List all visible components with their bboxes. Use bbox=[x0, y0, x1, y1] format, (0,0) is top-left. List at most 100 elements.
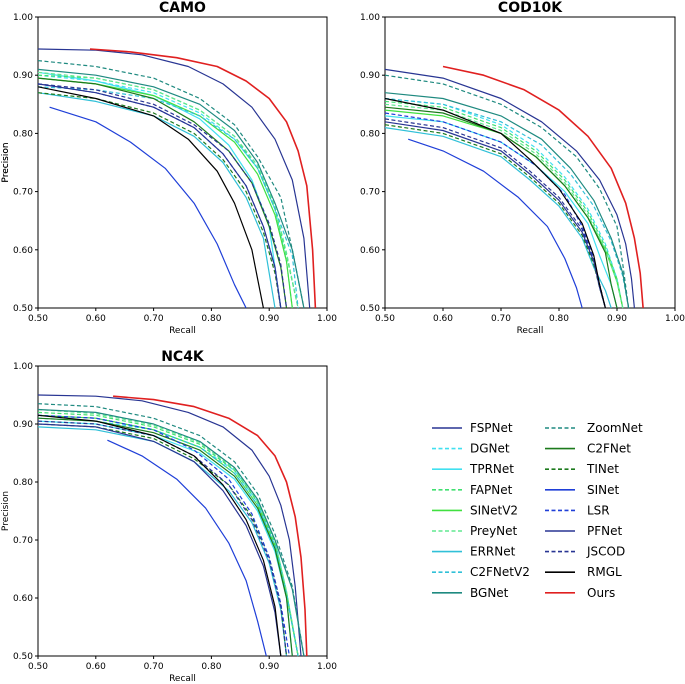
series-line-c2fnetv2 bbox=[384, 97, 630, 309]
series-line-fapnet bbox=[37, 74, 299, 309]
series-line-fapnet bbox=[384, 100, 624, 309]
plot-frame bbox=[37, 365, 328, 657]
x-tick-label: 1.00 bbox=[665, 314, 685, 324]
x-tick-label: 0.90 bbox=[259, 314, 279, 324]
legend-label: TPRNet bbox=[469, 462, 514, 476]
legend-item-rmgl: RMGL bbox=[545, 565, 622, 579]
y-axis-label: Precision bbox=[1, 491, 11, 531]
legend-label: ZoomNet bbox=[587, 421, 643, 435]
series-line-fspnet bbox=[37, 394, 302, 657]
legend-item-fspnet: FSPNet bbox=[432, 421, 513, 435]
legend-item-sinetv2: SINetV2 bbox=[432, 503, 518, 517]
y-tick-label: 1.00 bbox=[13, 362, 33, 372]
series-lines bbox=[384, 65, 644, 309]
legend-label: SINet bbox=[587, 483, 620, 497]
series-line-lsr bbox=[37, 414, 290, 657]
y-tick-label: 0.60 bbox=[13, 594, 33, 604]
legend-label: C2FNet bbox=[587, 442, 631, 456]
series-line-ours bbox=[113, 395, 308, 657]
legend-item-tprnet: TPRNet bbox=[432, 462, 514, 476]
x-tick-label: 0.50 bbox=[28, 314, 48, 324]
series-line-sinet bbox=[408, 138, 583, 309]
y-tick-label: 0.90 bbox=[13, 420, 33, 430]
x-axis-label: Recall bbox=[169, 674, 196, 684]
x-tick-label: 0.50 bbox=[28, 662, 48, 672]
y-tick-label: 1.00 bbox=[360, 13, 380, 23]
x-tick-label: 0.70 bbox=[144, 662, 164, 672]
series-line-fspnet bbox=[384, 68, 635, 309]
legend-item-jscod: JSCOD bbox=[545, 545, 625, 559]
series-line-preynet bbox=[384, 103, 624, 309]
series-line-zoomnet bbox=[384, 74, 630, 309]
y-tick-label: 0.60 bbox=[360, 246, 380, 256]
y-tick-label: 0.50 bbox=[360, 304, 380, 314]
x-tick-label: 0.50 bbox=[375, 314, 395, 324]
series-line-pfnet bbox=[37, 423, 282, 657]
series-line-jscod bbox=[37, 420, 288, 657]
chart-title: CAMO bbox=[159, 0, 206, 16]
legend-item-zoomnet: ZoomNet bbox=[545, 421, 643, 435]
legend: FSPNet DGNet TPRNet FAPNet SINetV2 PreyNet ERR… bbox=[432, 421, 643, 600]
x-tick-label: 0.90 bbox=[607, 314, 627, 324]
legend-item-fapnet: FAPNet bbox=[432, 483, 513, 497]
legend-label: PFNet bbox=[587, 524, 622, 538]
legend-label: PreyNet bbox=[470, 524, 518, 538]
legend-label: BGNet bbox=[470, 586, 509, 600]
chart-panel-cod10k: COD10K 0.50 0.60 0.70 0.80 0.90 1.00 0.50 0.60 0.… bbox=[1, 0, 685, 336]
legend-item-pfnet: PFNet bbox=[545, 524, 622, 538]
x-tick-label: 0.60 bbox=[433, 314, 453, 324]
series-line-c2fnet bbox=[37, 417, 293, 657]
series-line-c2fnet bbox=[37, 77, 288, 309]
x-tick-label: 0.90 bbox=[259, 662, 279, 672]
series-line-c2fnetv2 bbox=[37, 86, 299, 309]
series-line-sinet bbox=[107, 439, 267, 657]
legend-item-c2fnet: C2FNet bbox=[545, 442, 631, 456]
y-tick-label: 0.80 bbox=[13, 478, 33, 488]
chart-panel-nc4k: NC4K 0.50 0.60 0.70 0.80 0.90 1.00 0.50 0.60 0.70… bbox=[1, 349, 337, 684]
chart-title: NC4K bbox=[161, 349, 205, 365]
series-line-tinet bbox=[384, 124, 606, 309]
x-tick-label: 0.60 bbox=[86, 662, 106, 672]
series-line-rmgl bbox=[37, 414, 282, 657]
series-line-sinet bbox=[49, 106, 247, 309]
x-axis-label: Recall bbox=[517, 326, 544, 336]
y-tick-label: 0.70 bbox=[13, 188, 33, 198]
series-line-preynet bbox=[37, 71, 299, 309]
y-tick-label: 0.70 bbox=[360, 188, 380, 198]
series-line-rmgl bbox=[384, 97, 606, 309]
legend-label: JSCOD bbox=[586, 545, 625, 559]
series-line-c2fnet bbox=[384, 106, 618, 309]
y-tick-label: 1.00 bbox=[13, 13, 33, 23]
y-axis-label: Precision bbox=[1, 142, 11, 182]
x-tick-label: 0.80 bbox=[549, 314, 569, 324]
series-line-errnet bbox=[37, 92, 276, 309]
legend-label: C2FNetV2 bbox=[470, 565, 530, 579]
series-line-fspnet bbox=[37, 48, 311, 309]
series-line-tprnet bbox=[384, 115, 618, 309]
series-line-tinet bbox=[37, 92, 282, 309]
series-line-dgnet bbox=[384, 97, 624, 309]
series-line-zoomnet bbox=[37, 60, 305, 309]
legend-item-preynet: PreyNet bbox=[432, 524, 518, 538]
plot-frame bbox=[384, 16, 676, 309]
series-line-pfnet bbox=[37, 83, 282, 309]
legend-label: Ours bbox=[587, 586, 615, 600]
chart-title: COD10K bbox=[498, 0, 563, 16]
y-tick-label: 0.90 bbox=[13, 71, 33, 81]
series-line-ours bbox=[442, 65, 644, 309]
series-line-lsr bbox=[384, 112, 606, 309]
legend-item-lsr: LSR bbox=[545, 503, 610, 517]
series-line-rmgl bbox=[37, 86, 264, 309]
series-line-ours bbox=[89, 48, 317, 309]
series-line-jscod bbox=[384, 118, 606, 309]
legend-item-tinet: TINet bbox=[545, 462, 619, 476]
legend-item-ours: Ours bbox=[545, 586, 615, 600]
legend-label: DGNet bbox=[470, 442, 510, 456]
series-line-tinet bbox=[37, 423, 288, 657]
x-tick-label: 0.70 bbox=[144, 314, 164, 324]
x-tick-label: 0.70 bbox=[491, 314, 511, 324]
x-tick-label: 1.00 bbox=[317, 662, 337, 672]
legend-label: SINetV2 bbox=[470, 503, 518, 517]
legend-item-dgnet: DGNet bbox=[432, 442, 510, 456]
